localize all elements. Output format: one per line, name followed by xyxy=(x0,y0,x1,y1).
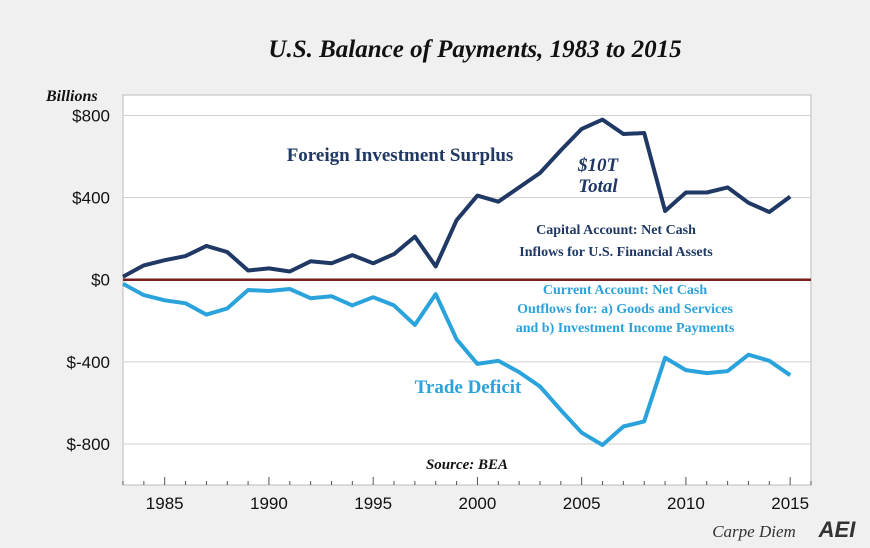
source-label: Source: BEA xyxy=(426,457,508,473)
y-tick-label: $-800 xyxy=(67,435,110,454)
x-tick-label: 2005 xyxy=(563,494,601,513)
series-line-trade-deficit xyxy=(122,282,792,447)
y-tick-label: $800 xyxy=(72,107,110,126)
plot-area xyxy=(122,94,812,486)
total-label-line2: Total xyxy=(578,176,618,197)
aei-logo: AEI xyxy=(818,517,857,542)
x-tick-label: 1985 xyxy=(146,494,184,513)
trade-deficit-label: Trade Deficit xyxy=(415,377,522,398)
series-line-foreign-investment-surplus xyxy=(122,117,792,279)
current-account-line2: Outflows for: a) Goods and Services xyxy=(517,302,733,317)
gridlines xyxy=(123,115,811,445)
current-account-line1: Current Account: Net Cash xyxy=(543,283,707,298)
x-tick-label: 2010 xyxy=(667,494,705,513)
x-axis-ticks: 1985 1990 1995 2000 2005 2010 2015 xyxy=(122,477,812,513)
x-tick-label: 2015 xyxy=(771,494,809,513)
x-tick-label: 1990 xyxy=(250,494,288,513)
carpe-diem-brand: Carpe Diem xyxy=(712,522,796,541)
capital-account-line2: Inflows for U.S. Financial Assets xyxy=(519,245,713,260)
y-tick-label: $-400 xyxy=(67,353,110,372)
x-tick-label: 1995 xyxy=(354,494,392,513)
aei-logo-text: AEI xyxy=(818,517,857,542)
y-tick-label: $400 xyxy=(72,189,110,208)
y-axis-ticks: $800 $400 $0 $-400 $-800 xyxy=(67,107,110,454)
y-tick-label: $0 xyxy=(91,271,110,290)
foreign-investment-label: Foreign Investment Surplus xyxy=(287,145,514,166)
chart-title: U.S. Balance of Payments, 1983 to 2015 xyxy=(268,36,681,63)
x-tick-label: 2000 xyxy=(459,494,497,513)
current-account-line3: and b) Investment Income Payments xyxy=(516,321,735,336)
y-axis-label: Billions xyxy=(45,88,98,105)
total-label-line1: $10T xyxy=(577,155,620,176)
capital-account-line1: Capital Account: Net Cash xyxy=(536,223,696,238)
series-lines xyxy=(122,117,811,447)
